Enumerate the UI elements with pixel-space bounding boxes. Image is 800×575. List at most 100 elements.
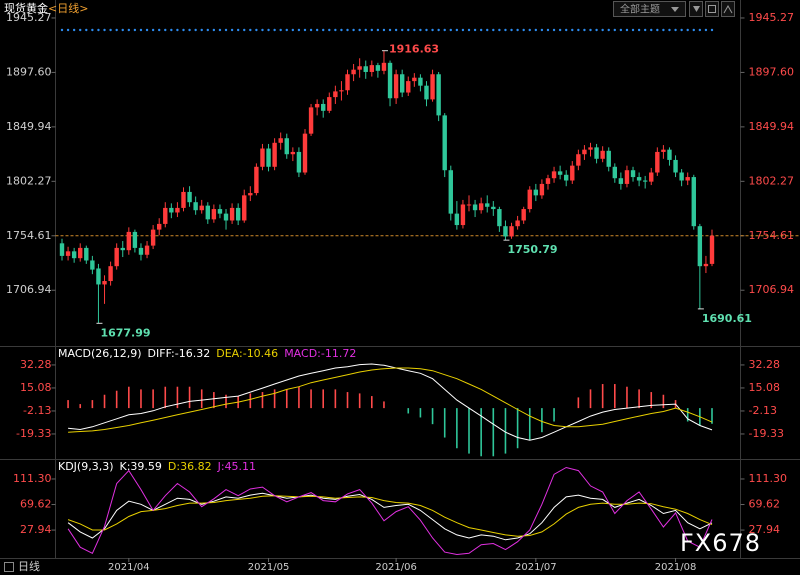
signal-dot [376,28,380,32]
signal-dot [224,28,228,32]
y-tick-label: 1897.60 [749,65,795,78]
signal-dot [680,28,683,32]
footer-icon[interactable] [4,562,14,572]
panel-header: 现货黄金<日线> [4,1,88,15]
candle-body [393,74,399,99]
candle-body [697,226,703,267]
header-item: J: [217,460,225,473]
candle-body [497,209,502,227]
candle-body [314,103,320,108]
candle-body [205,205,210,220]
signal-dot [407,28,410,32]
candle-body [132,231,138,248]
candle-body [491,206,496,210]
signal-dot [309,28,313,32]
signal-dot [249,28,252,32]
candle-body [351,69,356,75]
candle-body [588,147,593,150]
signal-dot [291,28,295,32]
candle-body [679,172,684,181]
header-item: K: [120,460,131,473]
y-tick-label: 1849.94 [749,120,795,133]
signal-dot [674,28,677,32]
candle-body [399,74,405,93]
signal-dot [340,28,343,32]
header-title: 现货黄金 [4,1,48,15]
header-title: MACD(26,12,9) [58,347,142,360]
candle-body [187,191,192,203]
candle-body [582,149,587,155]
signal-dot [552,28,556,32]
footer-period[interactable]: 日线 [18,559,40,573]
y-tick-label: 32.28 [20,358,52,371]
signal-dot [72,28,76,32]
signal-dot [522,28,525,32]
signal-dot [164,28,167,32]
candle-body [557,171,563,175]
candle-body [260,148,265,167]
candle-body [248,193,253,196]
signal-dot [133,28,137,32]
signal-dot [534,28,538,32]
theme-button[interactable] [613,1,686,17]
candle-body [600,150,605,159]
signal-dot [498,28,501,32]
signal-dot [710,28,714,32]
signal-dot [322,28,325,32]
candle-body [175,207,180,213]
signal-dot [382,28,386,32]
candle-body [418,77,423,86]
icon-button[interactable] [705,1,719,17]
y-tick-label: 32.28 [749,358,781,371]
signal-dot [394,28,398,32]
x-tick-label: 2021/07 [515,562,557,573]
signal-dot [315,28,319,32]
y-tick-label: 1897.60 [6,65,52,78]
candle-body [661,149,666,152]
candle-body [254,166,259,194]
theme-button-label[interactable]: 全部主题 [620,3,660,16]
y-tick-label: 69.62 [20,498,52,511]
signal-dot [358,28,361,32]
signal-dot [230,28,234,32]
signal-dot [255,28,258,32]
candle-body [278,138,283,143]
signal-dot [607,28,610,32]
candle-body [533,189,539,196]
signal-dot [540,28,544,32]
candle-body [375,65,381,71]
signal-dot [571,28,574,32]
candle-body [381,62,387,71]
candle-body [673,159,678,173]
candle-body [156,223,162,230]
icon-button[interactable] [721,1,735,17]
panel-header: MACD(26,12,9) DIFF:-16.32 DEA:-10.46 MACD:-… [58,347,356,360]
signal-dot [243,28,246,32]
candle-body [606,150,611,167]
header-item: <日线> [48,1,88,15]
low-label: 1690.61 [702,312,752,325]
signal-dot [479,28,483,32]
watermark: FX678 [680,529,761,557]
y-tick-label: 1706.94 [6,283,52,296]
header-item: MACD: [284,347,321,360]
header-item: DIFF: [148,347,175,360]
header-item: D: [168,460,180,473]
signal-dot [170,28,173,32]
candle-body [564,174,569,181]
signal-dot [486,28,489,32]
candle-body [630,170,636,178]
y-tick-label: 69.62 [749,498,781,511]
dropdown-arrow [671,7,679,12]
signal-dot [334,28,337,32]
candle-body [357,66,362,70]
candle-body [655,151,660,173]
y-tick-label: 1706.94 [749,283,795,296]
signal-dot [60,28,64,32]
candle-body [387,62,393,99]
candle-body [242,195,247,221]
signal-dot [656,28,659,32]
signal-dot [364,28,367,32]
signal-dot [109,28,112,32]
candle-body [163,207,168,224]
